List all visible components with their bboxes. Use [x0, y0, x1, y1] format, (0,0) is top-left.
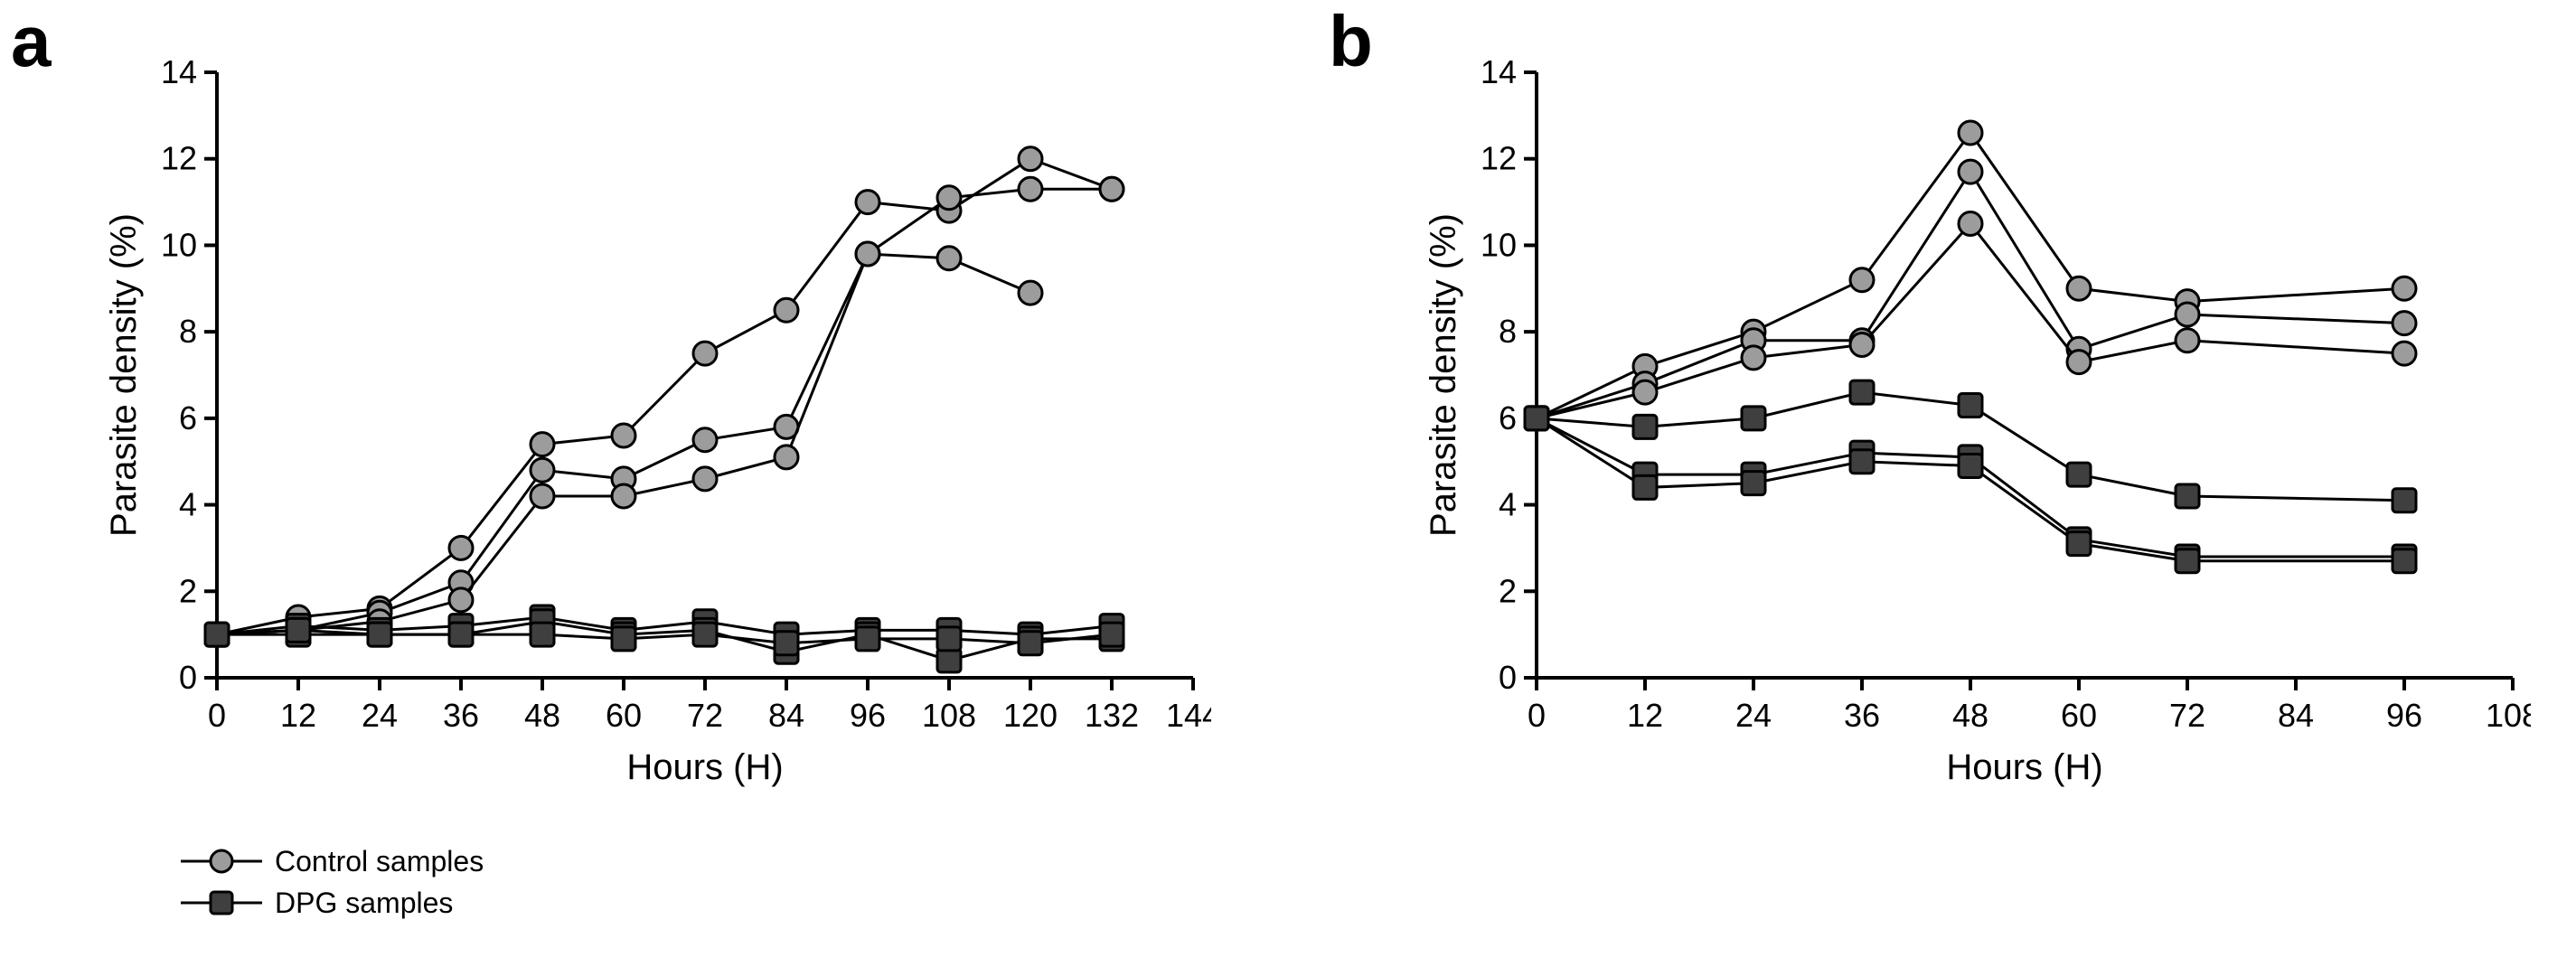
square-icon — [208, 889, 235, 916]
svg-text:48: 48 — [1952, 697, 1988, 734]
svg-text:120: 120 — [1003, 697, 1058, 734]
panel-a-svg: 0246810121401224364860728496108120132144… — [108, 54, 1211, 795]
svg-text:10: 10 — [1481, 226, 1517, 263]
svg-text:24: 24 — [1735, 697, 1772, 734]
svg-text:Parasite density (%): Parasite density (%) — [1428, 213, 1463, 537]
svg-text:14: 14 — [1481, 54, 1517, 90]
svg-text:36: 36 — [1844, 697, 1880, 734]
svg-text:8: 8 — [179, 313, 197, 350]
svg-text:8: 8 — [1499, 313, 1517, 350]
svg-text:96: 96 — [850, 697, 886, 734]
legend-marker-control — [181, 848, 262, 875]
svg-text:108: 108 — [2486, 697, 2531, 734]
legend-marker-dpg — [181, 889, 262, 916]
svg-text:6: 6 — [1499, 399, 1517, 436]
panel-a: 0246810121401224364860728496108120132144… — [108, 54, 1211, 795]
svg-text:4: 4 — [1499, 486, 1517, 523]
svg-text:12: 12 — [1627, 697, 1663, 734]
svg-text:Parasite density (%): Parasite density (%) — [108, 213, 144, 537]
svg-text:84: 84 — [2278, 697, 2314, 734]
svg-text:0: 0 — [1499, 659, 1517, 696]
svg-text:48: 48 — [524, 697, 560, 734]
panel-b-label: b — [1329, 0, 1373, 83]
svg-text:96: 96 — [2386, 697, 2422, 734]
svg-text:132: 132 — [1085, 697, 1139, 734]
svg-text:0: 0 — [208, 697, 226, 734]
svg-text:12: 12 — [1481, 140, 1517, 177]
panel-a-label: a — [11, 0, 52, 83]
legend-label-dpg: DPG samples — [275, 887, 453, 920]
svg-text:Hours (H): Hours (H) — [1946, 747, 2102, 787]
legend-item-control: Control samples — [181, 840, 484, 882]
figure-root: a 02468101214012243648607284961081201321… — [0, 0, 2576, 976]
svg-text:2: 2 — [179, 572, 197, 609]
panel-b-svg: 0246810121401224364860728496108Hours (H)… — [1428, 54, 2531, 795]
svg-text:2: 2 — [1499, 572, 1517, 609]
svg-text:108: 108 — [922, 697, 976, 734]
svg-text:36: 36 — [443, 697, 479, 734]
svg-text:144: 144 — [1166, 697, 1211, 734]
svg-text:0: 0 — [1528, 697, 1546, 734]
svg-text:0: 0 — [179, 659, 197, 696]
svg-text:84: 84 — [768, 697, 804, 734]
panel-b: 0246810121401224364860728496108Hours (H)… — [1428, 54, 2531, 795]
svg-text:6: 6 — [179, 399, 197, 436]
svg-text:24: 24 — [362, 697, 398, 734]
svg-text:12: 12 — [280, 697, 316, 734]
svg-text:72: 72 — [687, 697, 723, 734]
legend: Control samples DPG samples — [181, 840, 484, 924]
svg-text:Hours (H): Hours (H) — [626, 747, 783, 787]
svg-text:60: 60 — [606, 697, 642, 734]
svg-text:4: 4 — [179, 486, 197, 523]
legend-item-dpg: DPG samples — [181, 882, 484, 924]
legend-label-control: Control samples — [275, 845, 484, 878]
svg-text:60: 60 — [2061, 697, 2097, 734]
svg-text:12: 12 — [161, 140, 197, 177]
svg-text:10: 10 — [161, 226, 197, 263]
svg-text:72: 72 — [2169, 697, 2205, 734]
svg-text:14: 14 — [161, 54, 197, 90]
circle-icon — [208, 848, 235, 875]
